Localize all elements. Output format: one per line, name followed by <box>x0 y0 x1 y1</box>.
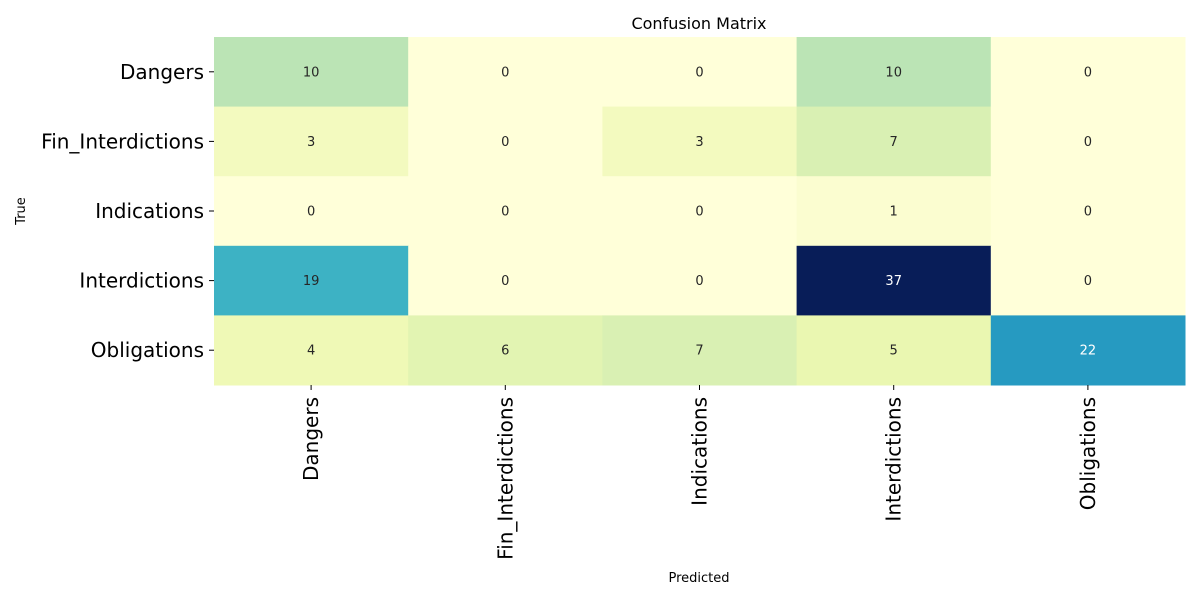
cell-value-label: 0 <box>501 135 509 150</box>
y-axis-label: True <box>14 197 29 226</box>
x-tick-label: Dangers <box>299 397 323 481</box>
heatmap-cell <box>990 245 1186 316</box>
heatmap-cell <box>214 176 409 247</box>
cell-value-label: 0 <box>695 65 703 80</box>
heatmap-cell <box>796 245 992 316</box>
cell-value-label: 5 <box>890 344 898 359</box>
cell-value-label: 0 <box>501 65 509 80</box>
heatmap-cell <box>990 315 1186 386</box>
heatmap-cell <box>602 106 798 177</box>
x-axis-ticks: Dangers Fin_Interdictions Indications Inter… <box>299 385 1100 560</box>
cell-value-label: 0 <box>695 274 703 289</box>
y-axis-ticks: Dangers Fin_Interdictions Indications Inter… <box>41 60 214 362</box>
heatmap-cell <box>990 106 1186 177</box>
y-tick-label: Indications <box>95 199 204 223</box>
heatmap-cell <box>214 106 409 177</box>
heatmap-cell-labels: 10 0 0 10 03 0 3 7 00 0 0 1 019 0 0 37 04 6 7 5 22 <box>303 65 1096 358</box>
heatmap-cell <box>796 176 992 247</box>
heatmap-cell <box>214 315 409 386</box>
heatmap-cell <box>214 245 409 316</box>
cell-value-label: 3 <box>695 135 703 150</box>
heatmap-cell <box>408 315 603 386</box>
cell-value-label: 22 <box>1080 344 1097 359</box>
cell-value-label: 0 <box>1084 274 1092 289</box>
cell-value-label: 0 <box>307 205 315 220</box>
cell-value-label: 7 <box>890 135 898 150</box>
cell-value-label: 10 <box>885 65 902 80</box>
cell-value-label: 37 <box>885 274 902 289</box>
cell-value-label: 6 <box>501 344 509 359</box>
heatmap-cell <box>214 37 409 108</box>
cell-value-label: 4 <box>307 344 315 359</box>
chart-title: Confusion Matrix <box>631 14 766 33</box>
cell-value-label: 0 <box>695 205 703 220</box>
heatmap-cell <box>408 245 603 316</box>
heatmap-cell <box>990 176 1186 247</box>
y-tick-label: Interdictions <box>79 269 204 293</box>
cell-value-label: 10 <box>303 65 320 80</box>
heatmap-cell <box>408 176 603 247</box>
x-tick-label: Indications <box>688 397 712 506</box>
y-tick-label: Dangers <box>120 60 204 84</box>
x-tick-label: Fin_Interdictions <box>493 397 517 560</box>
heatmap-cell <box>408 37 603 108</box>
y-tick-label: Obligations <box>91 338 204 362</box>
cell-value-label: 3 <box>307 135 315 150</box>
x-axis-label: Predicted <box>668 571 729 586</box>
heatmap-cell <box>408 106 603 177</box>
x-tick-label: Obligations <box>1076 397 1100 510</box>
cell-value-label: 0 <box>501 274 509 289</box>
heatmap-cell <box>602 176 798 247</box>
heatmap-cell <box>990 37 1186 108</box>
x-tick-label: Interdictions <box>882 397 906 522</box>
heatmap-cell <box>796 315 992 386</box>
heatmap-cell <box>602 315 798 386</box>
heatmap-cell <box>796 106 992 177</box>
y-tick-label: Fin_Interdictions <box>41 129 204 153</box>
cell-value-label: 0 <box>1084 205 1092 220</box>
heatmap-cell <box>602 245 798 316</box>
cell-value-label: 0 <box>1084 65 1092 80</box>
cell-value-label: 19 <box>303 274 320 289</box>
heatmap-cells <box>214 37 1186 386</box>
cell-value-label: 7 <box>695 344 703 359</box>
heatmap-cell <box>602 37 798 108</box>
cell-value-label: 0 <box>1084 135 1092 150</box>
heatmap-cell <box>796 37 992 108</box>
cell-value-label: 0 <box>501 205 509 220</box>
cell-value-label: 1 <box>890 205 898 220</box>
